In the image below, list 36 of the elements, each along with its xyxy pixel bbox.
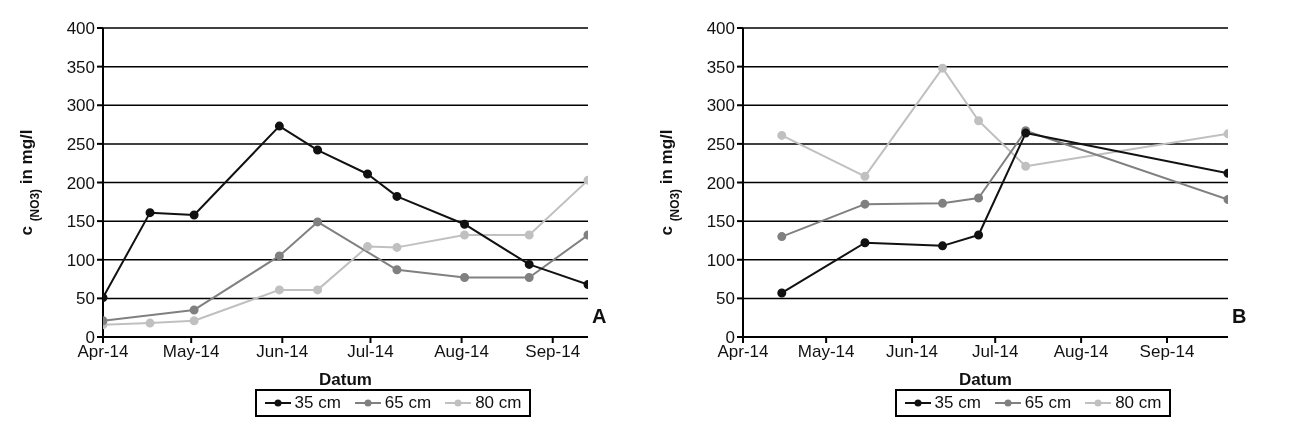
y-tick-label: 350 [66, 57, 95, 77]
x-tick-label: Jun-14 [886, 342, 939, 362]
x-tick-label: Jun-14 [256, 342, 309, 362]
y-tick-label: 150 [66, 212, 95, 232]
y-tick-label: 150 [706, 212, 735, 232]
text: A [592, 305, 607, 328]
legend-label: 65 cm [384, 393, 432, 413]
x-axis-title: Datum [319, 370, 372, 389]
legend-label: 80 cm [475, 393, 522, 413]
x-tick-label: Aug-14 [1053, 342, 1109, 362]
x-tick-label: Jul-14 [347, 342, 394, 362]
y-tick-label: 300 [706, 96, 735, 116]
y-tick-label: 50 [716, 289, 735, 309]
y-tick-label: 50 [76, 289, 95, 309]
legend-label: 65 cm [1024, 393, 1072, 413]
y-tick-label: 400 [66, 19, 95, 39]
x-axis-title: Datum [959, 370, 1012, 389]
x-tick-label: Sep-14 [1139, 342, 1195, 362]
x-tick-label: Aug-14 [434, 342, 490, 362]
legend-label: 35 cm [294, 393, 341, 413]
text: B [1232, 305, 1247, 328]
x-tick-label: May-14 [797, 342, 855, 362]
legend-label: 35 cm [934, 393, 981, 413]
x-tick-label: Jul-14 [972, 342, 1019, 362]
y-tick-label: 200 [66, 173, 95, 193]
y-tick-label: 350 [706, 57, 735, 77]
y-tick-label: 100 [706, 250, 735, 270]
y-tick-label: 250 [66, 134, 95, 154]
y-tick-label: 400 [706, 19, 735, 39]
x-tick-label: Sep-14 [525, 342, 581, 362]
y-tick-label: 100 [66, 250, 95, 270]
legend-label: 80 cm [1115, 393, 1162, 413]
y-tick-label: 300 [66, 96, 95, 116]
y-tick-label: 200 [706, 173, 735, 193]
x-tick-label: May-14 [162, 342, 220, 362]
y-tick-label: 250 [706, 134, 735, 154]
